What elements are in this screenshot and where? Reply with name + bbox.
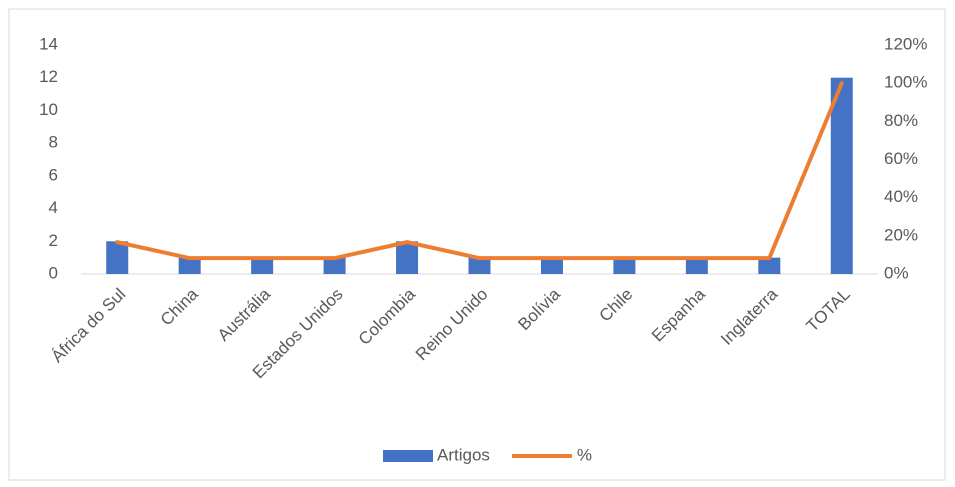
line <box>115 81 844 261</box>
y2-tick-label: 80% <box>884 111 918 130</box>
bar <box>613 257 636 274</box>
bar <box>323 257 346 274</box>
y-tick-label: 12 <box>39 67 58 86</box>
y-tick-label: 2 <box>49 231 58 250</box>
legend-swatch <box>383 450 433 462</box>
legend-label: % <box>577 445 592 464</box>
y2-tick-label: 60% <box>884 149 918 168</box>
chart-border <box>8 8 946 481</box>
y2-tick-label: 40% <box>884 187 918 206</box>
bar <box>468 257 491 274</box>
y-tick-label: 10 <box>39 100 58 119</box>
bar <box>540 257 563 274</box>
y-tick-label: 0 <box>49 263 58 282</box>
legend-label: Artigos <box>437 445 490 464</box>
bar <box>106 241 129 274</box>
bar <box>251 257 274 274</box>
y2-tick-label: 100% <box>884 73 927 92</box>
y2-tick-label: 120% <box>884 34 927 53</box>
y-tick-label: 14 <box>39 34 58 53</box>
bar <box>685 257 708 274</box>
bar <box>396 241 419 274</box>
y2-tick-label: 0% <box>884 263 909 282</box>
y2-tick-label: 20% <box>884 225 918 244</box>
y-tick-label: 8 <box>49 133 58 152</box>
y-tick-label: 4 <box>49 198 58 217</box>
bar <box>178 257 201 274</box>
bar <box>758 257 781 274</box>
bar <box>830 77 853 274</box>
y-tick-label: 6 <box>49 165 58 184</box>
